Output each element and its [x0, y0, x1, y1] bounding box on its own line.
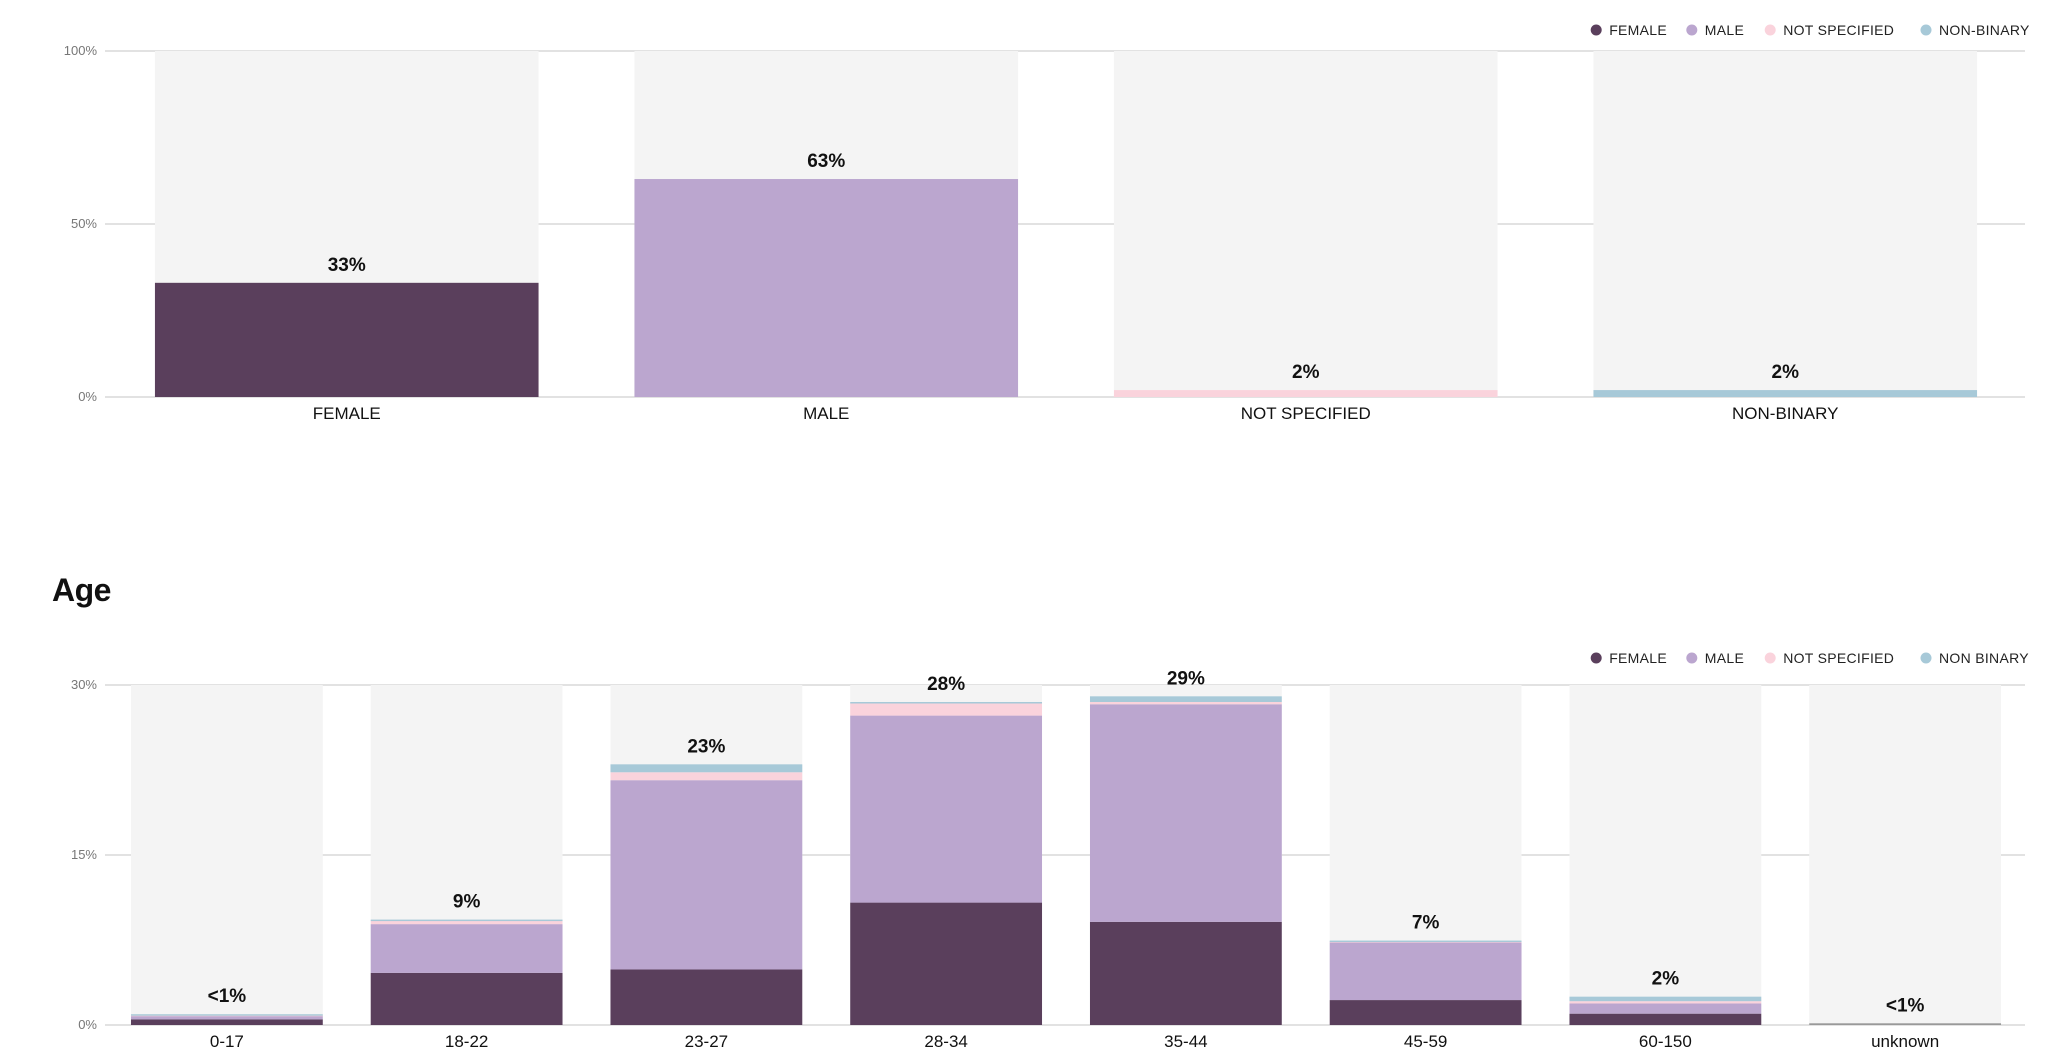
bar-28-34-not-specified	[850, 703, 1043, 716]
bar-60-150-not-specified	[1569, 1001, 1762, 1004]
data-label: 29%	[1167, 668, 1205, 689]
legend-swatch-male	[1686, 652, 1698, 664]
x-tick-label: FEMALE	[313, 404, 381, 423]
legend-label-non-binary: NON-BINARY	[1939, 22, 2030, 38]
legend-label-not-specified: NOT SPECIFIED	[1783, 650, 1894, 666]
legend-swatch-not-specified	[1764, 652, 1776, 664]
data-label: 7%	[1412, 913, 1440, 934]
x-tick-label: unknown	[1871, 1032, 1939, 1051]
bar-background	[1569, 685, 1762, 1025]
bar-23-27-male	[610, 780, 803, 970]
bar-background	[1809, 685, 2002, 1025]
bar-23-27-non-binary	[610, 764, 803, 773]
bar-background	[130, 685, 323, 1025]
bar-45-59-non-binary	[1329, 940, 1522, 943]
bar-0-17-male	[130, 1015, 323, 1020]
bar-background	[1593, 51, 1978, 397]
legend-label-female: FEMALE	[1609, 22, 1667, 38]
data-label: 2%	[1292, 362, 1320, 383]
bar-35-44-male	[1089, 704, 1282, 922]
x-tick-label: 18-22	[445, 1032, 488, 1051]
y-tick-label: 0%	[78, 389, 97, 404]
bar-background	[1113, 51, 1498, 397]
x-tick-label: 60-150	[1639, 1032, 1692, 1051]
legend-label-male: MALE	[1705, 22, 1744, 38]
bar-28-34-female	[850, 902, 1043, 1025]
legend-swatch-female	[1590, 652, 1602, 664]
x-tick-label: 45-59	[1404, 1032, 1447, 1051]
legend-swatch-female	[1590, 24, 1602, 36]
data-label: 23%	[687, 736, 725, 757]
bar-45-59-male	[1329, 942, 1522, 1001]
data-label: 9%	[453, 892, 481, 913]
x-tick-label: 23-27	[685, 1032, 728, 1051]
bar-not-specified-not-specified	[1113, 390, 1498, 397]
bar-23-27-female	[610, 969, 803, 1025]
bar-60-150-female	[1569, 1013, 1762, 1025]
gender-chart: 0% 50% 100% 33% FEMALE 63% MALE 2% NOT SPECIFIED…	[64, 22, 2030, 423]
bar-18-22-male	[370, 924, 563, 973]
legend-swatch-non-binary	[1920, 24, 1932, 36]
legend-label-female: FEMALE	[1609, 650, 1667, 666]
x-tick-label: 28-34	[924, 1032, 967, 1051]
legend-label-non-binary: NON BINARY	[1939, 650, 2029, 666]
bar-non-binary-non-binary	[1593, 390, 1978, 397]
age-section-title: Age	[52, 572, 111, 608]
y-tick-label: 0%	[78, 1017, 97, 1032]
legend-label-not-specified: NOT SPECIFIED	[1783, 22, 1894, 38]
x-tick-label: 0-17	[210, 1032, 244, 1051]
y-tick-label: 15%	[71, 847, 97, 862]
bar-0-17-female	[130, 1019, 323, 1025]
data-label: <1%	[1886, 995, 1925, 1016]
bar-23-27-not-specified	[610, 772, 803, 781]
legend-label-male: MALE	[1705, 650, 1744, 666]
x-tick-label: NOT SPECIFIED	[1241, 404, 1371, 423]
bar-28-34-non-binary	[850, 702, 1043, 704]
bar-60-150-male	[1569, 1003, 1762, 1014]
bar-18-22-non-binary	[370, 919, 563, 922]
data-label: 63%	[807, 151, 845, 172]
x-tick-label: MALE	[803, 404, 849, 423]
bar-35-44-not-specified	[1089, 702, 1282, 705]
age-chart: 0% 15% 30% <1% 0-17 9% 18-22 23% 23-27 28% 28-34 29…	[71, 650, 2029, 1051]
y-tick-label: 100%	[64, 43, 98, 58]
data-label: 2%	[1772, 362, 1800, 383]
data-label: 28%	[927, 674, 965, 695]
bar-28-34-male	[850, 715, 1043, 903]
legend-swatch-male	[1686, 24, 1698, 36]
bar-18-22-not-specified	[370, 920, 563, 925]
y-tick-label: 50%	[71, 216, 97, 231]
y-tick-label: 30%	[71, 677, 97, 692]
bar-35-44-non-binary	[1089, 696, 1282, 702]
bar-female-female	[154, 282, 539, 397]
data-label: <1%	[208, 986, 247, 1007]
x-tick-label: NON-BINARY	[1732, 404, 1838, 423]
bar-60-150-non-binary	[1569, 996, 1762, 1002]
legend-swatch-non-binary	[1920, 652, 1932, 664]
bar-18-22-female	[370, 972, 563, 1025]
data-label: 2%	[1652, 969, 1680, 990]
bar-unknown-unknown	[1809, 1023, 2002, 1025]
bar-45-59-female	[1329, 1000, 1522, 1025]
bar-male-male	[634, 179, 1019, 397]
legend-swatch-not-specified	[1764, 24, 1776, 36]
bar-0-17-non-binary	[130, 1014, 323, 1016]
x-tick-label: 35-44	[1164, 1032, 1207, 1051]
data-label: 33%	[328, 255, 366, 276]
bar-35-44-female	[1089, 921, 1282, 1025]
